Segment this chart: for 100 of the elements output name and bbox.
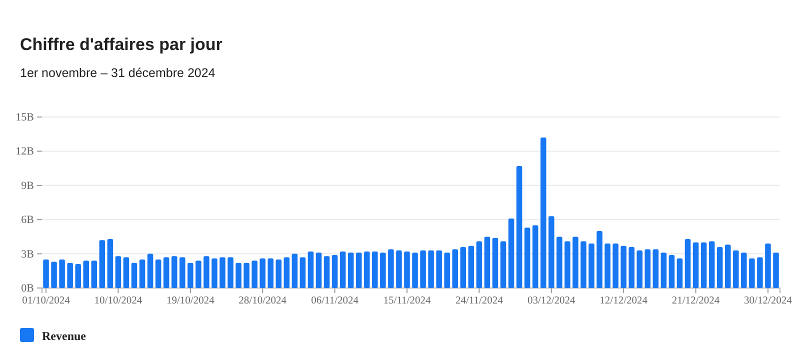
bar [524,228,530,288]
bar [316,252,322,288]
x-tick-label: 10/10/2024 [94,295,143,306]
bar [155,260,162,288]
bar [300,257,306,288]
chart-subtitle: 1er novembre – 31 décembre 2024 [20,66,216,80]
bar [492,238,498,288]
bar [67,262,73,288]
bar [163,257,170,288]
bar [107,238,114,288]
bar [268,258,274,288]
bar [43,260,49,288]
bar [692,242,699,288]
bar [700,242,707,288]
bar [83,260,90,288]
bar [500,241,506,288]
bar [612,244,618,288]
bar [420,250,426,288]
bar [131,262,138,288]
bar [252,260,258,288]
bar [396,250,402,288]
bar [564,241,570,288]
y-tick-label: 9B [21,180,34,192]
bar [123,257,130,288]
y-tick-label: 12B [16,146,34,158]
bar [284,257,290,288]
x-tick-label: 15/11/2024 [383,295,432,306]
y-tick-label: 3B [21,248,34,260]
bar [388,249,394,288]
y-tick-label: 0B [21,282,34,295]
bar [340,252,346,288]
bar [773,252,779,288]
bar [59,260,65,288]
y-tick-label: 15B [16,112,34,124]
bar [91,260,98,288]
bar [540,138,546,288]
bar [556,236,562,288]
x-tick-label: 21/12/2024 [672,295,720,306]
bar [51,262,57,288]
x-tick-label: 06/11/2024 [311,295,360,306]
bar [468,246,474,288]
bar [436,250,442,288]
bar [179,257,186,288]
bar [276,260,282,288]
bar [372,252,378,288]
bar [716,246,723,288]
y-tick-label: 6B [21,214,34,226]
bar [708,241,715,288]
bar [348,252,354,288]
x-tick-label: 03/12/2024 [527,295,576,306]
bar [508,218,514,288]
bar [356,252,362,288]
bar [620,246,626,288]
bar [724,244,731,288]
bar [244,262,250,288]
bar [548,216,554,288]
bar [628,246,634,288]
bar [644,249,651,288]
bar [741,252,747,288]
bar [332,254,338,288]
bar [596,231,602,288]
bar [444,252,450,288]
bar [404,252,410,288]
bar [484,236,490,288]
bar [115,256,122,288]
bar [220,257,226,288]
bar [532,225,538,288]
bar [476,241,482,288]
x-tick-label: 24/11/2024 [455,295,504,306]
bar [580,241,586,288]
bar [765,244,771,288]
bar [428,250,434,288]
bar [460,246,466,288]
bar [324,256,330,288]
bar [260,258,266,288]
bar [308,252,314,288]
legend-label: Revenue [42,329,87,343]
bar [684,238,691,288]
bar [228,257,234,288]
bar [516,166,522,288]
bar [668,254,675,288]
bar [380,252,386,288]
bar [732,250,739,288]
x-tick-label: 12/12/2024 [600,295,648,306]
bar [147,254,154,288]
x-tick-label: 28/10/2024 [238,295,288,306]
bar [660,252,667,288]
bar [572,236,578,288]
x-tick-label: 01/10/2024 [22,295,71,306]
bar [749,258,755,288]
bar [652,249,659,288]
bar [171,256,178,288]
x-tick-label: 30/12/2024 [744,295,793,306]
bar [212,258,218,288]
bar [292,254,298,288]
bar [99,240,106,288]
chart-title: Chiffre d'affaires par jour [20,35,223,54]
bar [412,252,418,288]
bar [75,264,81,288]
bar [139,260,146,288]
